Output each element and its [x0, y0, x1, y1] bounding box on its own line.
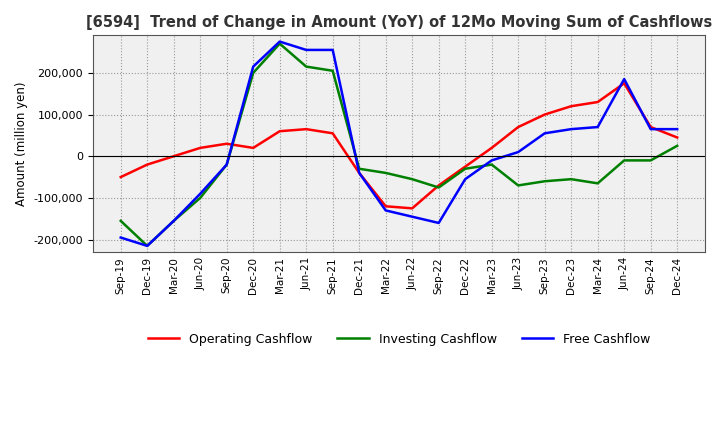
Investing Cashflow: [222, 162, 231, 167]
Line: Operating Cashflow: Operating Cashflow: [121, 83, 678, 209]
Investing Cashflow: [328, 68, 337, 73]
Operating Cashflow: [117, 174, 125, 180]
Investing Cashflow: [487, 162, 496, 167]
Operating Cashflow: [541, 112, 549, 117]
Operating Cashflow: [143, 162, 151, 167]
Free Cashflow: [169, 218, 178, 224]
Free Cashflow: [408, 214, 417, 219]
Investing Cashflow: [302, 64, 310, 69]
Operating Cashflow: [673, 135, 682, 140]
Investing Cashflow: [169, 218, 178, 224]
Free Cashflow: [328, 47, 337, 52]
Free Cashflow: [302, 47, 310, 52]
Free Cashflow: [249, 64, 258, 69]
Free Cashflow: [673, 127, 682, 132]
Investing Cashflow: [382, 170, 390, 176]
Operating Cashflow: [461, 164, 469, 169]
Free Cashflow: [143, 243, 151, 249]
Operating Cashflow: [249, 145, 258, 150]
Investing Cashflow: [275, 41, 284, 46]
Investing Cashflow: [514, 183, 523, 188]
Title: [6594]  Trend of Change in Amount (YoY) of 12Mo Moving Sum of Cashflows: [6594] Trend of Change in Amount (YoY) o…: [86, 15, 712, 30]
Operating Cashflow: [567, 103, 575, 109]
Free Cashflow: [567, 127, 575, 132]
Investing Cashflow: [647, 158, 655, 163]
Operating Cashflow: [222, 141, 231, 147]
Investing Cashflow: [249, 70, 258, 76]
Operating Cashflow: [408, 206, 417, 211]
Free Cashflow: [620, 77, 629, 82]
Y-axis label: Amount (million yen): Amount (million yen): [15, 81, 28, 206]
Investing Cashflow: [355, 166, 364, 172]
Free Cashflow: [355, 170, 364, 176]
Operating Cashflow: [514, 125, 523, 130]
Operating Cashflow: [275, 128, 284, 134]
Operating Cashflow: [434, 183, 443, 188]
Line: Investing Cashflow: Investing Cashflow: [121, 44, 678, 246]
Investing Cashflow: [117, 218, 125, 224]
Free Cashflow: [461, 176, 469, 182]
Legend: Operating Cashflow, Investing Cashflow, Free Cashflow: Operating Cashflow, Investing Cashflow, …: [143, 328, 655, 351]
Operating Cashflow: [382, 204, 390, 209]
Free Cashflow: [434, 220, 443, 226]
Investing Cashflow: [567, 176, 575, 182]
Operating Cashflow: [355, 170, 364, 176]
Investing Cashflow: [673, 143, 682, 148]
Operating Cashflow: [487, 145, 496, 150]
Free Cashflow: [117, 235, 125, 240]
Operating Cashflow: [593, 99, 602, 105]
Investing Cashflow: [593, 181, 602, 186]
Free Cashflow: [541, 131, 549, 136]
Free Cashflow: [222, 162, 231, 167]
Investing Cashflow: [408, 176, 417, 182]
Operating Cashflow: [620, 81, 629, 86]
Free Cashflow: [275, 39, 284, 44]
Operating Cashflow: [302, 127, 310, 132]
Investing Cashflow: [620, 158, 629, 163]
Free Cashflow: [593, 125, 602, 130]
Investing Cashflow: [541, 179, 549, 184]
Free Cashflow: [514, 150, 523, 155]
Free Cashflow: [487, 158, 496, 163]
Investing Cashflow: [143, 243, 151, 249]
Investing Cashflow: [461, 166, 469, 172]
Investing Cashflow: [196, 195, 204, 201]
Operating Cashflow: [196, 145, 204, 150]
Operating Cashflow: [169, 154, 178, 159]
Investing Cashflow: [434, 185, 443, 190]
Operating Cashflow: [328, 131, 337, 136]
Operating Cashflow: [647, 125, 655, 130]
Free Cashflow: [196, 191, 204, 196]
Free Cashflow: [382, 208, 390, 213]
Line: Free Cashflow: Free Cashflow: [121, 42, 678, 246]
Free Cashflow: [647, 127, 655, 132]
